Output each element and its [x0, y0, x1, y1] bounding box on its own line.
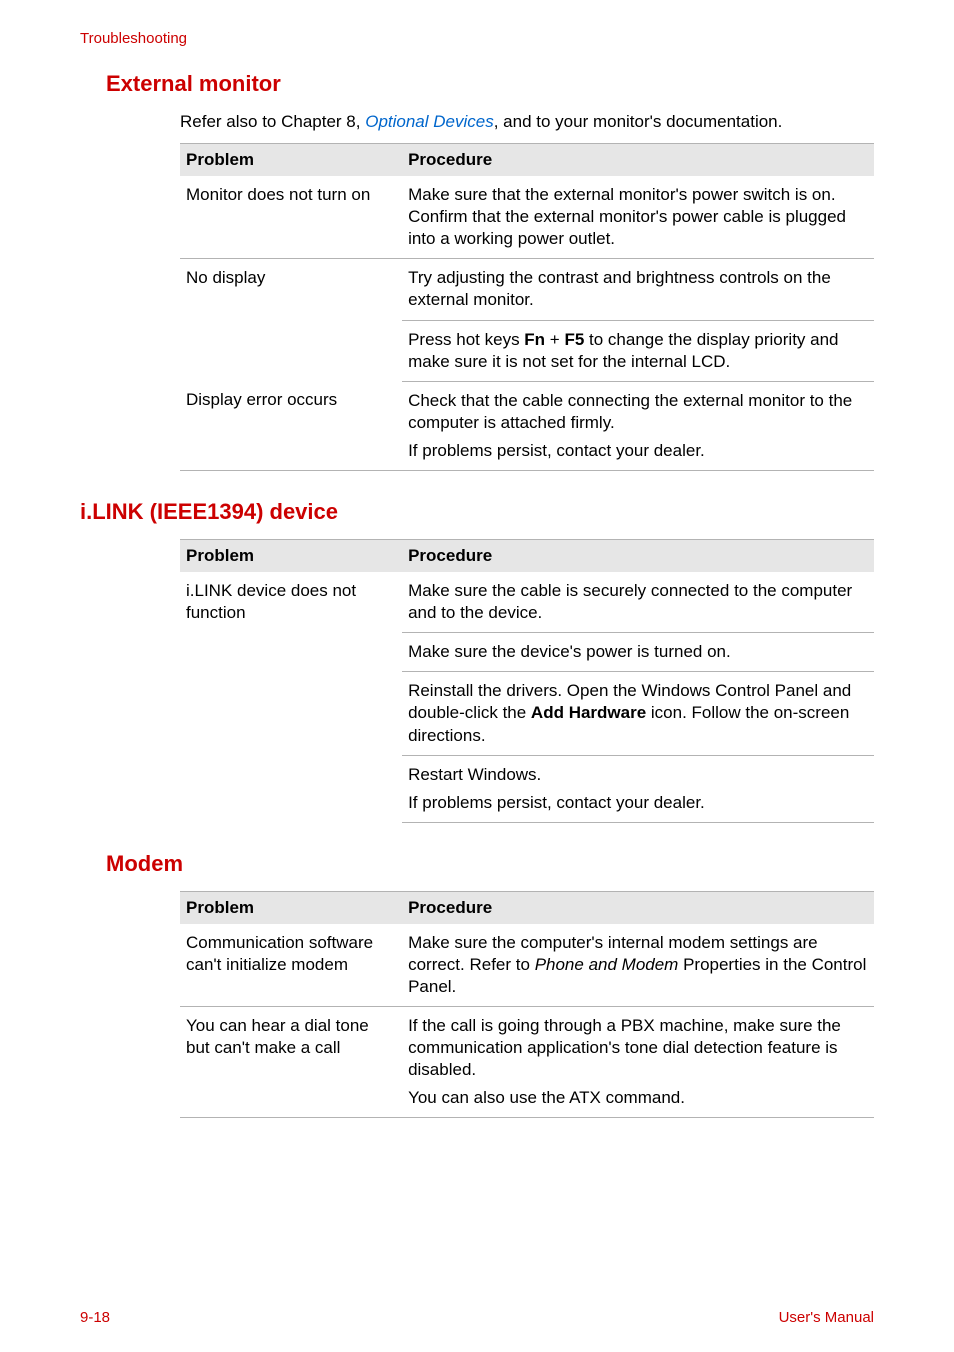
col-problem: Problem [180, 144, 402, 177]
procedure-cell: Try adjusting the contrast and brightnes… [402, 259, 874, 320]
proc-line: If problems persist, contact your dealer… [408, 440, 868, 462]
procedure-cell: Make sure that the external monitor's po… [402, 176, 874, 259]
procedure-cell: Reinstall the drivers. Open the Windows … [402, 672, 874, 755]
intro-pre: Refer also to Chapter 8, [180, 112, 365, 131]
proc-line: Restart Windows. [408, 764, 868, 786]
procedure-cell: Make sure the computer's internal modem … [402, 924, 874, 1007]
modem-table: Problem Procedure Communication software… [180, 891, 874, 1119]
key-f5: F5 [564, 330, 584, 349]
procedure-cell: Press hot keys Fn + F5 to change the dis… [402, 320, 874, 381]
optional-devices-link[interactable]: Optional Devices [365, 112, 494, 131]
proc-line: Check that the cable connecting the exte… [408, 390, 868, 434]
problem-cell: i.LINK device does not function [180, 572, 402, 822]
problem-cell: You can hear a dial tone but can't make … [180, 1007, 402, 1118]
ilink-table: Problem Procedure i.LINK device does not… [180, 539, 874, 823]
section-heading-ilink: i.LINK (IEEE1394) device [80, 499, 874, 525]
proc-line: You can also use the ATX command. [408, 1087, 868, 1109]
procedure-cell: Restart Windows. If problems persist, co… [402, 755, 874, 822]
problem-cell: Communication software can't initialize … [180, 924, 402, 1007]
phone-modem-italic: Phone and Modem [535, 955, 679, 974]
proc-line: If problems persist, contact your dealer… [408, 792, 868, 814]
procedure-cell: Check that the cable connecting the exte… [402, 381, 874, 470]
col-procedure: Procedure [402, 891, 874, 924]
footer-page-number: 9-18 [80, 1309, 110, 1326]
col-procedure: Procedure [402, 540, 874, 573]
procedure-cell: Make sure the cable is securely connecte… [402, 572, 874, 633]
page-header: Troubleshooting [80, 30, 874, 47]
plus-sign: + [545, 330, 564, 349]
section-heading-external-monitor: External monitor [106, 71, 874, 97]
col-problem: Problem [180, 540, 402, 573]
key-fn: Fn [524, 330, 545, 349]
col-procedure: Procedure [402, 144, 874, 177]
intro-post: , and to your monitor's documentation. [494, 112, 783, 131]
problem-cell: Display error occurs [180, 381, 402, 470]
problem-cell: Monitor does not turn on [180, 176, 402, 259]
page-footer: 9-18 User's Manual [80, 1309, 874, 1326]
external-monitor-table: Problem Procedure Monitor does not turn … [180, 143, 874, 471]
col-problem: Problem [180, 891, 402, 924]
proc-line: If the call is going through a PBX machi… [408, 1015, 868, 1081]
problem-cell: No display [180, 259, 402, 381]
procedure-cell: Make sure the device's power is turned o… [402, 633, 874, 672]
procedure-cell: If the call is going through a PBX machi… [402, 1007, 874, 1118]
proc-text: Press hot keys [408, 330, 524, 349]
external-monitor-intro: Refer also to Chapter 8, Optional Device… [180, 111, 874, 133]
add-hardware-bold: Add Hardware [531, 703, 646, 722]
footer-manual-label: User's Manual [779, 1309, 874, 1326]
section-heading-modem: Modem [106, 851, 874, 877]
